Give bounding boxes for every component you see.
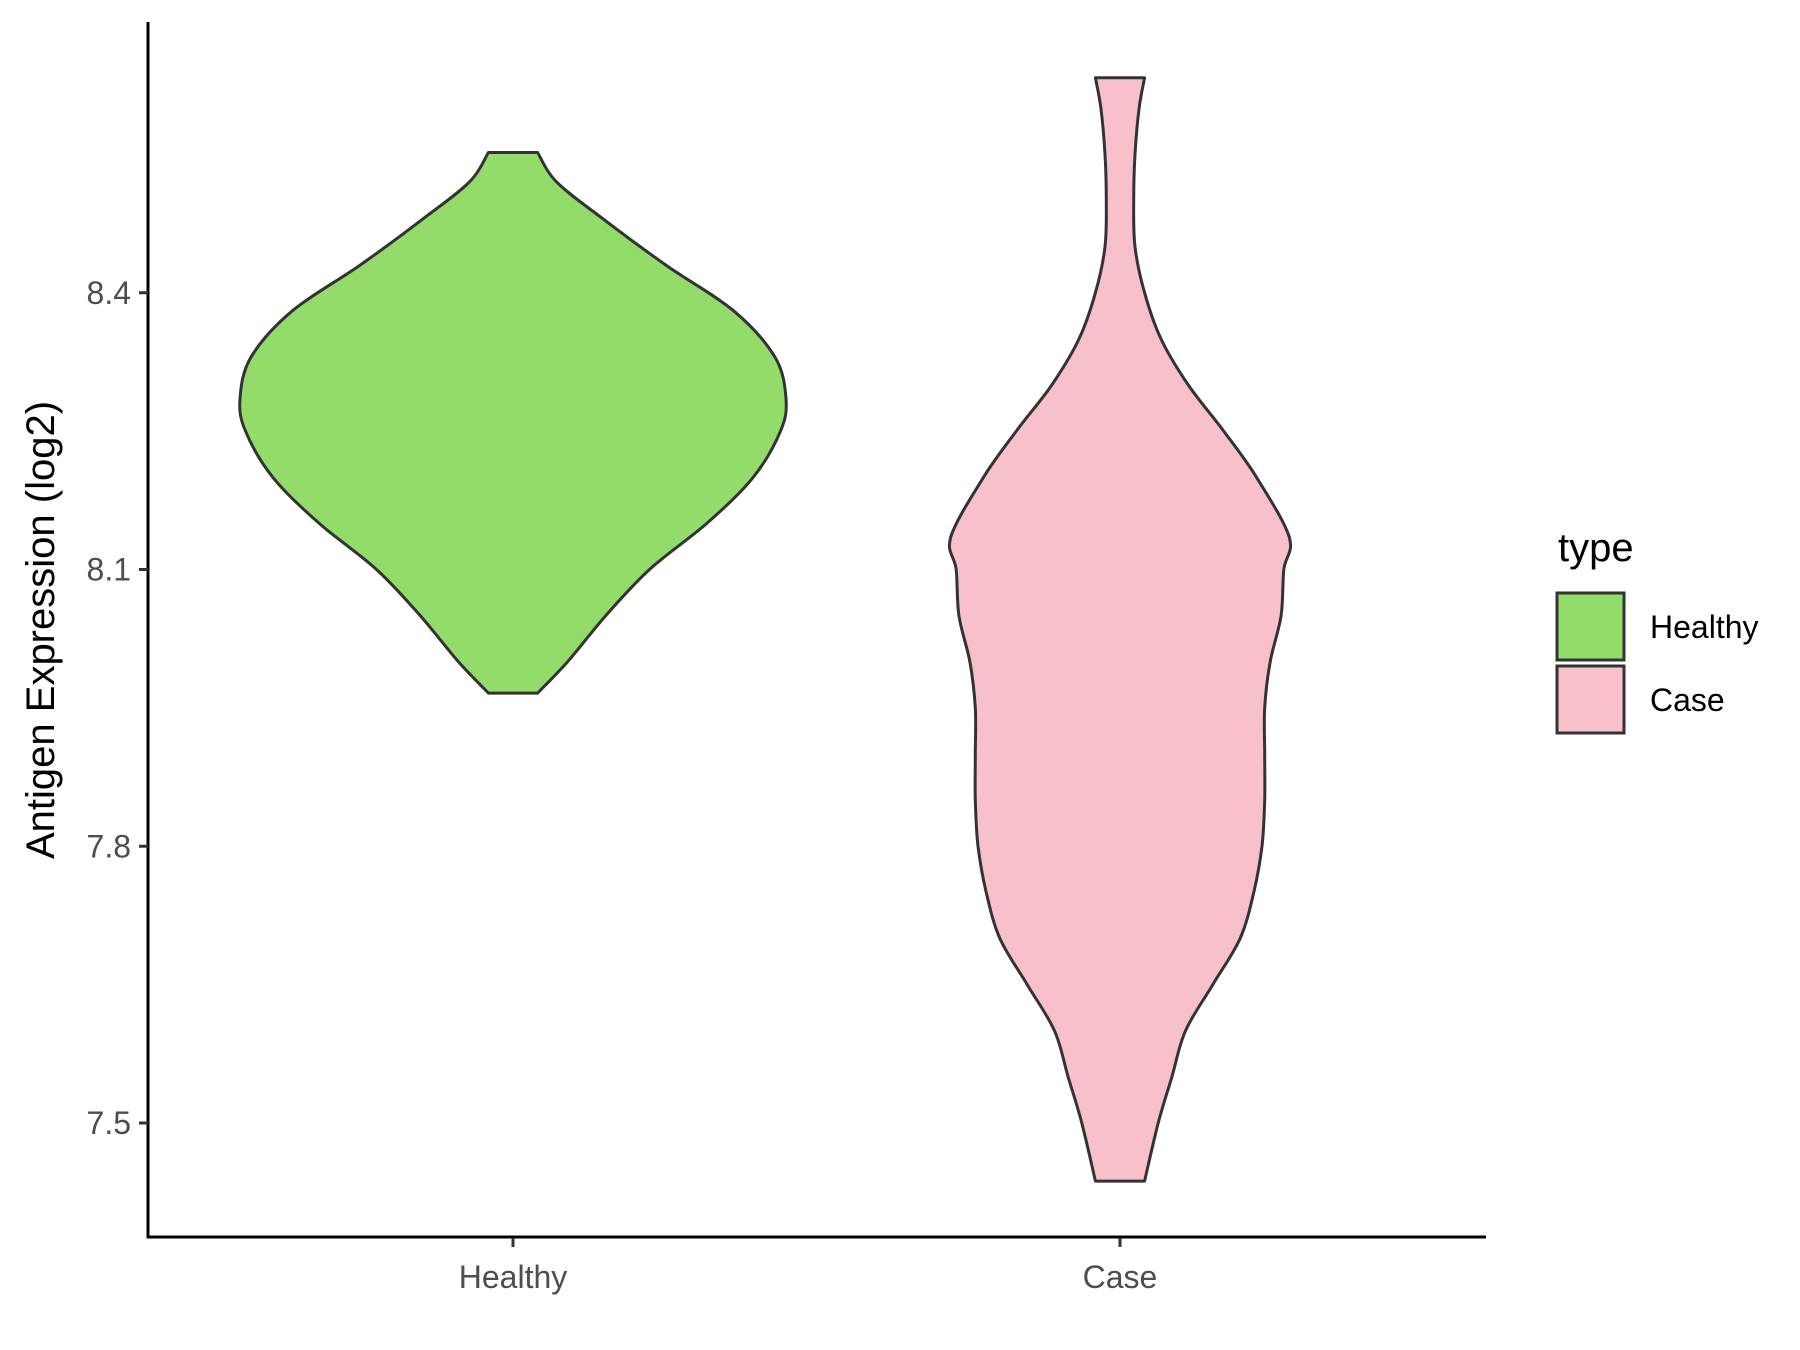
y-axis-ticks: 7.5 7.8 8.1 8.4 bbox=[87, 275, 148, 1141]
y-axis-title: Antigen Expression (log2) bbox=[19, 401, 63, 859]
x-axis-ticks: Healthy Case bbox=[459, 1238, 1158, 1295]
y-tick-label: 7.5 bbox=[87, 1105, 131, 1141]
legend-title: type bbox=[1558, 526, 1634, 570]
legend-label: Healthy bbox=[1650, 609, 1759, 645]
legend-key-case bbox=[1555, 664, 1626, 735]
x-tick-label: Case bbox=[1083, 1259, 1158, 1295]
violin-case bbox=[947, 76, 1293, 1183]
y-tick-label: 7.8 bbox=[87, 828, 131, 864]
y-tick-label: 8.1 bbox=[87, 552, 131, 588]
legend-key-healthy bbox=[1555, 591, 1626, 662]
legend: type Healthy Case bbox=[1555, 526, 1759, 735]
violin-healthy bbox=[238, 151, 788, 695]
y-tick-label: 8.4 bbox=[87, 275, 131, 311]
legend-label: Case bbox=[1650, 682, 1725, 718]
violin-layer bbox=[238, 76, 1293, 1183]
x-tick-label: Healthy bbox=[459, 1259, 568, 1295]
